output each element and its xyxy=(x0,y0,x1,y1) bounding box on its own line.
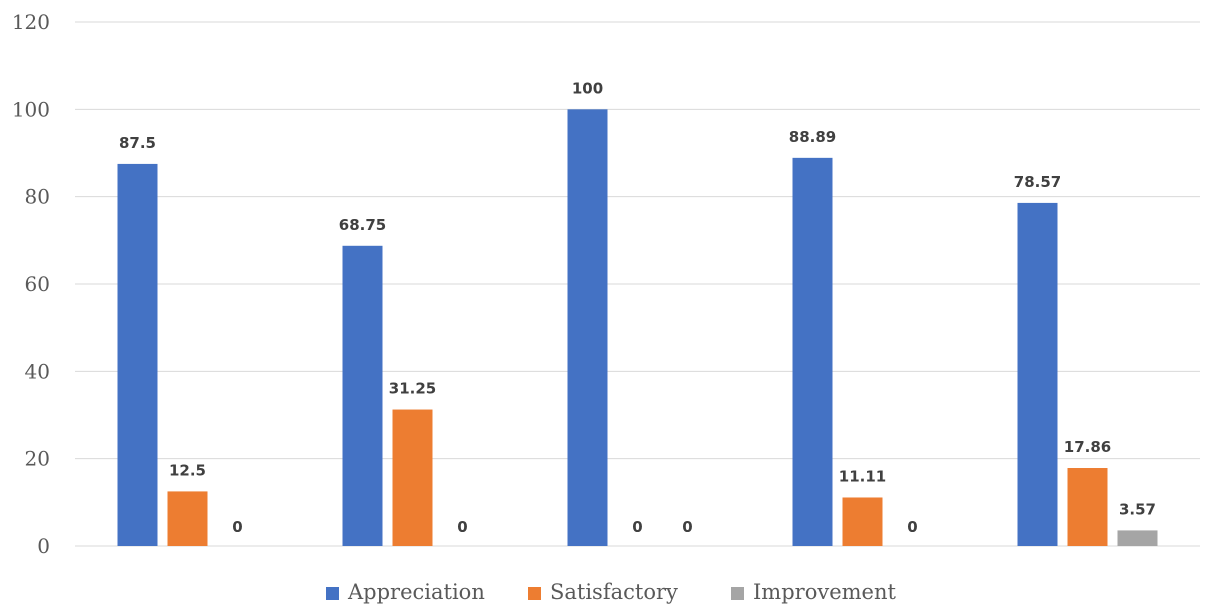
bar-satisfactory-5 xyxy=(1067,468,1108,546)
y-tick-label: 100 xyxy=(12,97,50,121)
legend-swatch-improvement xyxy=(731,587,744,600)
legend-label-appreciation: Appreciation xyxy=(347,580,485,604)
data-labels: 87.5 68.75 100 88.89 78.57 12.5 31.25 0 11.11 17.… xyxy=(119,79,1156,536)
data-label-improvement-5: 3.57 xyxy=(1119,500,1156,518)
y-tick-label: 60 xyxy=(25,272,50,296)
data-label-improvement-4: 0 xyxy=(907,518,917,536)
bar-satisfactory-4 xyxy=(842,497,883,546)
bar-appreciation-5 xyxy=(1017,202,1058,546)
legend-label-improvement: Improvement xyxy=(753,580,896,604)
legend: Appreciation Satisfactory Improvement xyxy=(326,580,896,604)
data-label-appreciation-5: 78.57 xyxy=(1014,173,1061,191)
bar-appreciation-3 xyxy=(567,109,608,546)
data-label-appreciation-2: 68.75 xyxy=(339,216,386,234)
legend-swatch-satisfactory xyxy=(528,587,541,600)
data-label-satisfactory-5: 17.86 xyxy=(1064,438,1111,456)
legend-swatch-appreciation xyxy=(326,587,339,600)
bars xyxy=(117,109,1158,547)
bar-satisfactory-2 xyxy=(392,409,433,546)
bar-appreciation-1 xyxy=(117,163,158,546)
y-tick-label: 80 xyxy=(25,185,50,209)
legend-label-satisfactory: Satisfactory xyxy=(550,580,678,604)
data-label-appreciation-3: 100 xyxy=(572,79,603,97)
data-label-satisfactory-4: 11.11 xyxy=(839,467,886,485)
bar-appreciation-2 xyxy=(342,245,383,546)
data-label-improvement-3: 0 xyxy=(682,518,692,536)
data-label-improvement-2: 0 xyxy=(457,518,467,536)
data-label-appreciation-1: 87.5 xyxy=(119,134,156,152)
data-label-appreciation-4: 88.89 xyxy=(789,128,836,146)
y-tick-label: 0 xyxy=(37,534,50,558)
y-tick-label: 20 xyxy=(25,447,50,471)
y-tick-label: 40 xyxy=(25,359,50,383)
data-label-satisfactory-2: 31.25 xyxy=(389,380,436,398)
bar-improvement-5 xyxy=(1117,530,1158,546)
data-label-satisfactory-1: 12.5 xyxy=(169,461,206,479)
bar-appreciation-4 xyxy=(792,157,833,547)
gridlines xyxy=(75,21,1200,547)
data-label-satisfactory-3: 0 xyxy=(632,518,642,536)
data-label-improvement-1: 0 xyxy=(232,518,242,536)
bar-satisfactory-1 xyxy=(167,491,208,546)
y-axis: 0 20 40 60 80 100 120 xyxy=(12,10,50,558)
y-tick-label: 120 xyxy=(12,10,50,34)
